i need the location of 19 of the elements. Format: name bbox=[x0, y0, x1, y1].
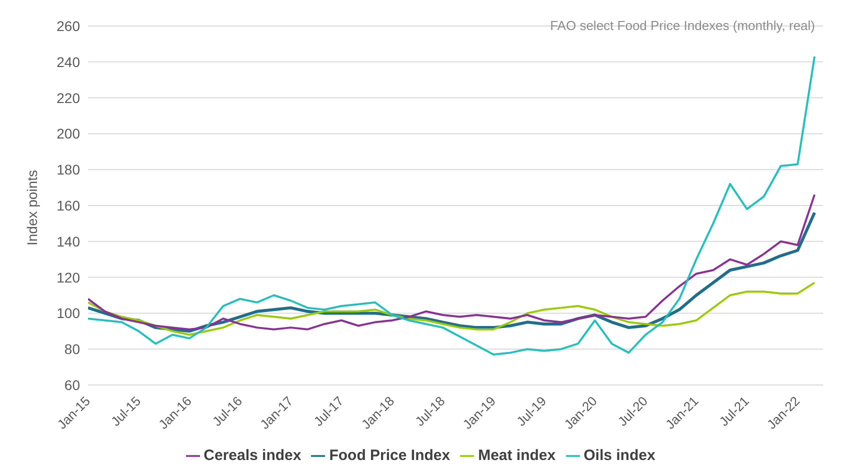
y-axis-title: Index points bbox=[24, 170, 40, 246]
y-tick-label: 120 bbox=[56, 269, 80, 286]
y-tick-label: 240 bbox=[56, 54, 80, 70]
legend-label: Cereals index bbox=[204, 447, 302, 464]
y-tick-label: 220 bbox=[56, 90, 80, 106]
y-tick-label: 260 bbox=[56, 18, 80, 34]
y-tick-label: 180 bbox=[56, 162, 80, 178]
legend-label: Meat index bbox=[478, 447, 556, 464]
y-tick-label: 140 bbox=[56, 233, 80, 250]
line-series bbox=[88, 282, 816, 336]
line-series bbox=[88, 56, 816, 356]
legend-label: Oils index bbox=[584, 447, 656, 464]
chart-title: FAO select Food Price Indexes (monthly, real) bbox=[550, 18, 815, 33]
y-tick-label: 100 bbox=[56, 305, 80, 322]
y-tick-label: 60 bbox=[64, 376, 80, 393]
y-tick-label: 160 bbox=[56, 197, 80, 214]
y-tick-label: 200 bbox=[56, 126, 80, 142]
y-tick-label: 80 bbox=[64, 341, 80, 358]
legend-label: Food Price Index bbox=[329, 447, 450, 464]
